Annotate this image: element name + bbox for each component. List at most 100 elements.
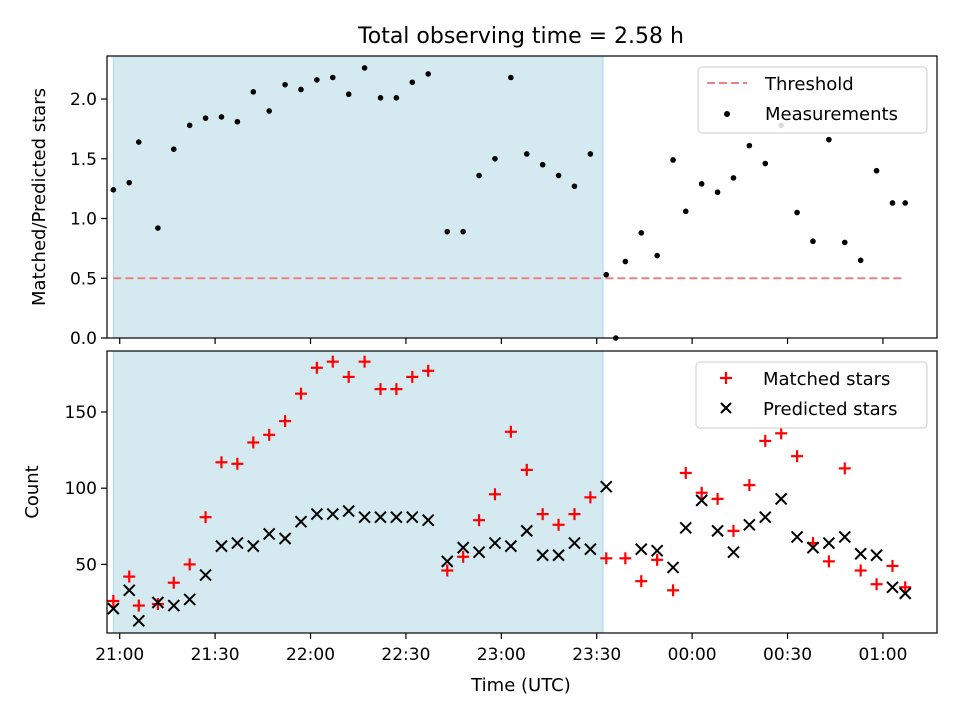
predicted-point — [123, 584, 136, 597]
predicted-point — [151, 596, 165, 609]
matched-point — [775, 427, 788, 440]
matched-point — [504, 425, 517, 438]
ratio-ytick-label: 0.0 — [70, 329, 97, 349]
measurement-point — [730, 175, 737, 181]
predicted-legend-label: Predicted stars — [763, 399, 897, 420]
count-x-axis-label: Time (UTC) — [470, 675, 571, 696]
matched-point — [600, 552, 613, 565]
measurement-point — [460, 228, 466, 235]
ratio-plot-frame — [106, 55, 938, 339]
measurements-legend-marker — [724, 111, 730, 117]
matched-point — [358, 355, 371, 368]
predicted-point — [421, 513, 435, 527]
predicted-point — [441, 555, 454, 568]
count-ytick-label: 100 — [65, 479, 97, 499]
predicted-legend-marker — [720, 402, 732, 414]
matched-point — [711, 492, 724, 505]
matched-point — [619, 552, 632, 565]
matched-point — [123, 570, 136, 583]
predicted-point — [456, 541, 470, 554]
matched-point — [167, 576, 180, 589]
measurement-point — [555, 172, 562, 179]
matched-point — [870, 578, 883, 591]
matched-point — [536, 508, 549, 521]
measurement-point — [698, 181, 705, 187]
measurement-point — [714, 189, 721, 196]
predicted-point — [806, 541, 820, 554]
matched-point — [263, 428, 276, 441]
measurement-point — [329, 74, 336, 81]
count-legend-box — [695, 361, 928, 429]
predicted-point — [854, 547, 867, 560]
measurement-point — [345, 91, 352, 98]
matched-legend-marker — [720, 372, 732, 384]
predicted-point — [774, 492, 788, 506]
measurement-point — [571, 183, 578, 190]
predicted-point — [536, 549, 549, 562]
measurement-point — [444, 228, 451, 235]
measurement-point — [234, 118, 241, 125]
count-y-axis-label: Count — [22, 465, 43, 518]
matched-point — [584, 491, 597, 504]
count-legend: Matched stars Predicted stars — [695, 361, 928, 429]
count-xtick-label: 23:00 — [477, 645, 526, 665]
matched-point — [651, 553, 664, 566]
matched-point — [886, 559, 899, 572]
measurement-point — [425, 71, 431, 77]
measurement-point — [810, 238, 816, 245]
matched-point — [679, 466, 692, 479]
predicted-point — [247, 539, 260, 553]
matched-point — [374, 383, 387, 396]
count-xtick-label: 21:00 — [95, 645, 144, 665]
matched-point — [822, 555, 835, 568]
matched-point — [791, 450, 804, 463]
ratio-panel: 0.00.51.01.52.0 Matched/Predicted stars … — [29, 55, 938, 349]
matched-point — [215, 456, 228, 469]
measurement-point — [476, 172, 482, 179]
predicted-point — [183, 593, 196, 606]
ratio-y-axis-label: Matched/Predicted stars — [29, 88, 50, 306]
predicted-point — [262, 527, 276, 541]
matched-point — [342, 370, 355, 383]
measurement-point — [841, 239, 848, 246]
predicted-point — [107, 602, 120, 615]
measurement-point — [682, 208, 689, 215]
predicted-point — [342, 504, 355, 518]
matched-legend-label: Matched stars — [763, 369, 890, 390]
predicted-point — [759, 510, 772, 524]
matched-point — [406, 370, 419, 383]
ratio-ytick-label: 1.0 — [70, 210, 97, 230]
measurement-point — [539, 161, 546, 168]
measurement-point — [393, 95, 400, 101]
matched-point — [326, 355, 339, 368]
matched-point — [279, 415, 292, 428]
threshold-legend-label: Threshold — [764, 74, 854, 95]
measurement-point — [282, 81, 288, 88]
count-xtick-label: 22:00 — [286, 645, 335, 665]
measurement-point — [523, 151, 530, 157]
count-xtick-label: 01:00 — [858, 645, 907, 665]
matched-point — [107, 594, 120, 607]
measurements-legend-label: Measurements — [765, 104, 898, 125]
predicted-point — [743, 518, 756, 531]
predicted-point — [666, 561, 680, 574]
measurement-point — [110, 187, 117, 193]
measurement-point — [298, 86, 304, 93]
count-xtick-label: 22:30 — [381, 645, 430, 665]
predicted-point — [838, 530, 851, 544]
predicted-point — [390, 510, 403, 524]
count-shaded-region — [112, 350, 604, 634]
predicted-point — [167, 599, 180, 612]
matched-point — [457, 550, 470, 563]
matched-point — [568, 508, 581, 521]
matched-point — [695, 486, 708, 499]
figure-title: Total observing time = 2.58 h — [357, 24, 684, 49]
measurement-point — [762, 160, 769, 167]
count-xtick-label: 00:30 — [763, 645, 812, 665]
predicted-point — [374, 510, 387, 524]
predicted-point — [504, 539, 518, 553]
matched-point — [132, 599, 145, 612]
predicted-point — [711, 524, 724, 538]
ratio-legend-box — [697, 66, 928, 134]
